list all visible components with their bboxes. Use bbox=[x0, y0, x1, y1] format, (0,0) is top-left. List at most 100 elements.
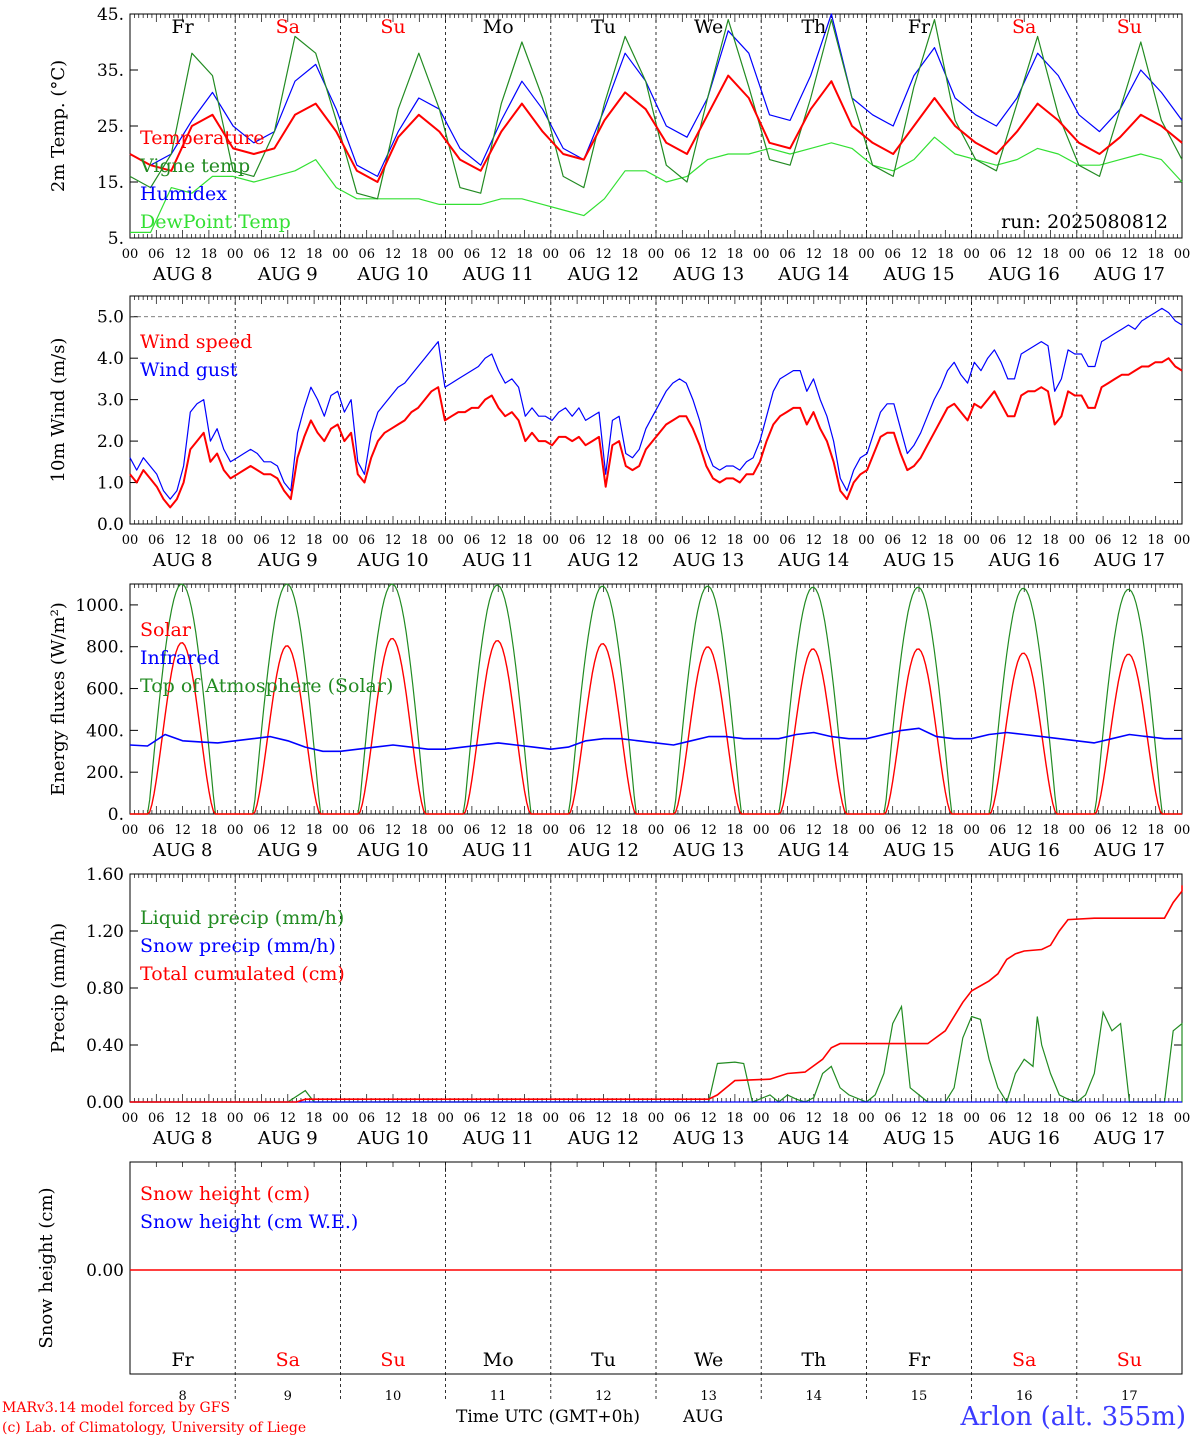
energy-hour-label: 06 bbox=[358, 823, 375, 838]
wind-panel: 0.0 1.0 2.0 3.0 4.0 5.0 10m Wind (m/s) 00 06 12 18… bbox=[48, 295, 1190, 571]
temp-y-tick-label: 5. bbox=[108, 229, 124, 249]
temp-weekday-label: Sa bbox=[1012, 16, 1036, 38]
snow-y-tick-label: 0.00 bbox=[86, 1261, 124, 1281]
energy-hour-label: 18 bbox=[411, 823, 428, 838]
precip-hour-label: 00 bbox=[543, 1111, 560, 1126]
temp-hour-label: 06 bbox=[1095, 247, 1112, 262]
precip-hour-label: 06 bbox=[1095, 1111, 1112, 1126]
precip-hour-label: 18 bbox=[937, 1111, 954, 1126]
temp-hour-label: 18 bbox=[201, 247, 218, 262]
wind-date-label: AUG 13 bbox=[672, 550, 744, 571]
precip-hour-label: 12 bbox=[700, 1111, 717, 1126]
wind-y-tick-label: 3.0 bbox=[97, 391, 124, 411]
precip-hour-label: 06 bbox=[990, 1111, 1007, 1126]
wind-hour-label: 12 bbox=[1016, 533, 1033, 548]
precip-hour-label: 12 bbox=[806, 1111, 823, 1126]
snow-weekday-label: Sa bbox=[1012, 1349, 1036, 1371]
precip-date-label: AUG 15 bbox=[882, 1128, 954, 1149]
energy-hour-label: 12 bbox=[806, 823, 823, 838]
energy-hour-label: 00 bbox=[1174, 823, 1191, 838]
x-axis-month: AUG bbox=[683, 1407, 724, 1427]
wind-hour-label: 12 bbox=[595, 533, 612, 548]
temp-hour-label: 00 bbox=[543, 247, 560, 262]
precip-hour-label: 18 bbox=[306, 1111, 323, 1126]
wind-date-label: AUG 15 bbox=[882, 550, 954, 571]
temp-hour-label: 00 bbox=[437, 247, 454, 262]
energy-date-label: AUG 12 bbox=[567, 840, 639, 861]
precip-y-tick-label: 1.20 bbox=[86, 922, 124, 942]
temp-hour-label: 00 bbox=[1174, 247, 1191, 262]
energy-hour-label: 06 bbox=[253, 823, 270, 838]
snow-weekday-label: Mo bbox=[483, 1349, 514, 1371]
wind-legend-wind-gust: Wind gust bbox=[140, 359, 238, 381]
snow-day-number: 17 bbox=[1121, 1389, 1138, 1404]
precip-hour-label: 18 bbox=[1147, 1111, 1164, 1126]
precip-hour-label: 18 bbox=[516, 1111, 533, 1126]
temp-weekday-label: We bbox=[694, 16, 723, 38]
wind-hour-label: 18 bbox=[1042, 533, 1059, 548]
energy-date-label: AUG 11 bbox=[462, 840, 534, 861]
wind-hour-label: 06 bbox=[990, 533, 1007, 548]
temp-weekday-label: Th bbox=[801, 16, 826, 38]
wind-hour-label: 06 bbox=[884, 533, 901, 548]
wind-date-label: AUG 11 bbox=[462, 550, 534, 571]
energy-hour-label: 12 bbox=[1121, 823, 1138, 838]
snow-weekday-label: We bbox=[694, 1349, 723, 1371]
temp-date-label: AUG 16 bbox=[988, 264, 1060, 285]
energy-y-tick-label: 0. bbox=[108, 805, 124, 825]
wind-date-label: AUG 9 bbox=[257, 550, 318, 571]
temp-hour-label: 06 bbox=[569, 247, 586, 262]
snow-day-number: 13 bbox=[700, 1389, 717, 1404]
precip-hour-label: 00 bbox=[227, 1111, 244, 1126]
snow-day-number: 16 bbox=[1016, 1389, 1033, 1404]
temp-hour-label: 12 bbox=[911, 247, 928, 262]
precip-hour-label: 06 bbox=[253, 1111, 270, 1126]
wind-hour-label: 12 bbox=[174, 533, 191, 548]
temp-hour-label: 00 bbox=[648, 247, 665, 262]
temp-hour-label: 12 bbox=[1016, 247, 1033, 262]
temp-legend-temperature: Temperature bbox=[140, 127, 264, 149]
temp-weekday-label: Fr bbox=[171, 16, 194, 38]
energy-y-tick-label: 1000. bbox=[75, 596, 124, 616]
wind-hour-label: 12 bbox=[1121, 533, 1138, 548]
temp-hour-label: 00 bbox=[122, 247, 139, 262]
energy-hour-label: 00 bbox=[227, 823, 244, 838]
energy-hour-label: 18 bbox=[516, 823, 533, 838]
wind-hour-label: 00 bbox=[753, 533, 770, 548]
snow-weekday-label: Sa bbox=[276, 1349, 300, 1371]
wind-hour-label: 18 bbox=[1147, 533, 1164, 548]
energy-hour-label: 06 bbox=[990, 823, 1007, 838]
energy-hour-label: 12 bbox=[595, 823, 612, 838]
temp-hour-label: 18 bbox=[832, 247, 849, 262]
temp-hour-label: 00 bbox=[858, 247, 875, 262]
energy-panel: 0. 200. 400. 600. 800. 1000. Energy fluxes (W/… bbox=[48, 583, 1191, 861]
precip-hour-label: 00 bbox=[437, 1111, 454, 1126]
wind-hour-label: 18 bbox=[832, 533, 849, 548]
snow-weekday-label: Su bbox=[1117, 1349, 1142, 1371]
temp-date-label: AUG 15 bbox=[882, 264, 954, 285]
precip-date-label: AUG 9 bbox=[257, 1128, 318, 1149]
wind-hour-label: 12 bbox=[700, 533, 717, 548]
temp-hour-label: 18 bbox=[937, 247, 954, 262]
wind-date-label: AUG 17 bbox=[1093, 550, 1165, 571]
energy-hour-label: 12 bbox=[911, 823, 928, 838]
energy-hour-label: 12 bbox=[700, 823, 717, 838]
run-label: run: 2025080812 bbox=[1001, 211, 1168, 233]
snow-panel: 0.00 Snow height (cm) Fr 8 Sa 9 Su 10 Mo 11 Tu 12 We… bbox=[36, 1161, 1183, 1404]
wind-y-tick-label: 5.0 bbox=[97, 308, 124, 328]
energy-series-solar bbox=[130, 637, 1182, 815]
energy-hour-label: 06 bbox=[464, 823, 481, 838]
precip-y-tick-label: 0.40 bbox=[86, 1036, 124, 1056]
precip-hour-label: 06 bbox=[674, 1111, 691, 1126]
wind-hour-label: 12 bbox=[911, 533, 928, 548]
temp-legend-dewpoint-temp: DewPoint Temp bbox=[140, 211, 291, 233]
snow-day-number: 9 bbox=[284, 1389, 292, 1404]
wind-hour-label: 06 bbox=[779, 533, 796, 548]
wind-hour-label: 06 bbox=[358, 533, 375, 548]
wind-hour-label: 12 bbox=[490, 533, 507, 548]
precip-hour-label: 00 bbox=[1069, 1111, 1086, 1126]
temp-y-tick-label: 15. bbox=[97, 173, 124, 193]
wind-hour-label: 12 bbox=[806, 533, 823, 548]
temp-date-label: AUG 14 bbox=[777, 264, 849, 285]
